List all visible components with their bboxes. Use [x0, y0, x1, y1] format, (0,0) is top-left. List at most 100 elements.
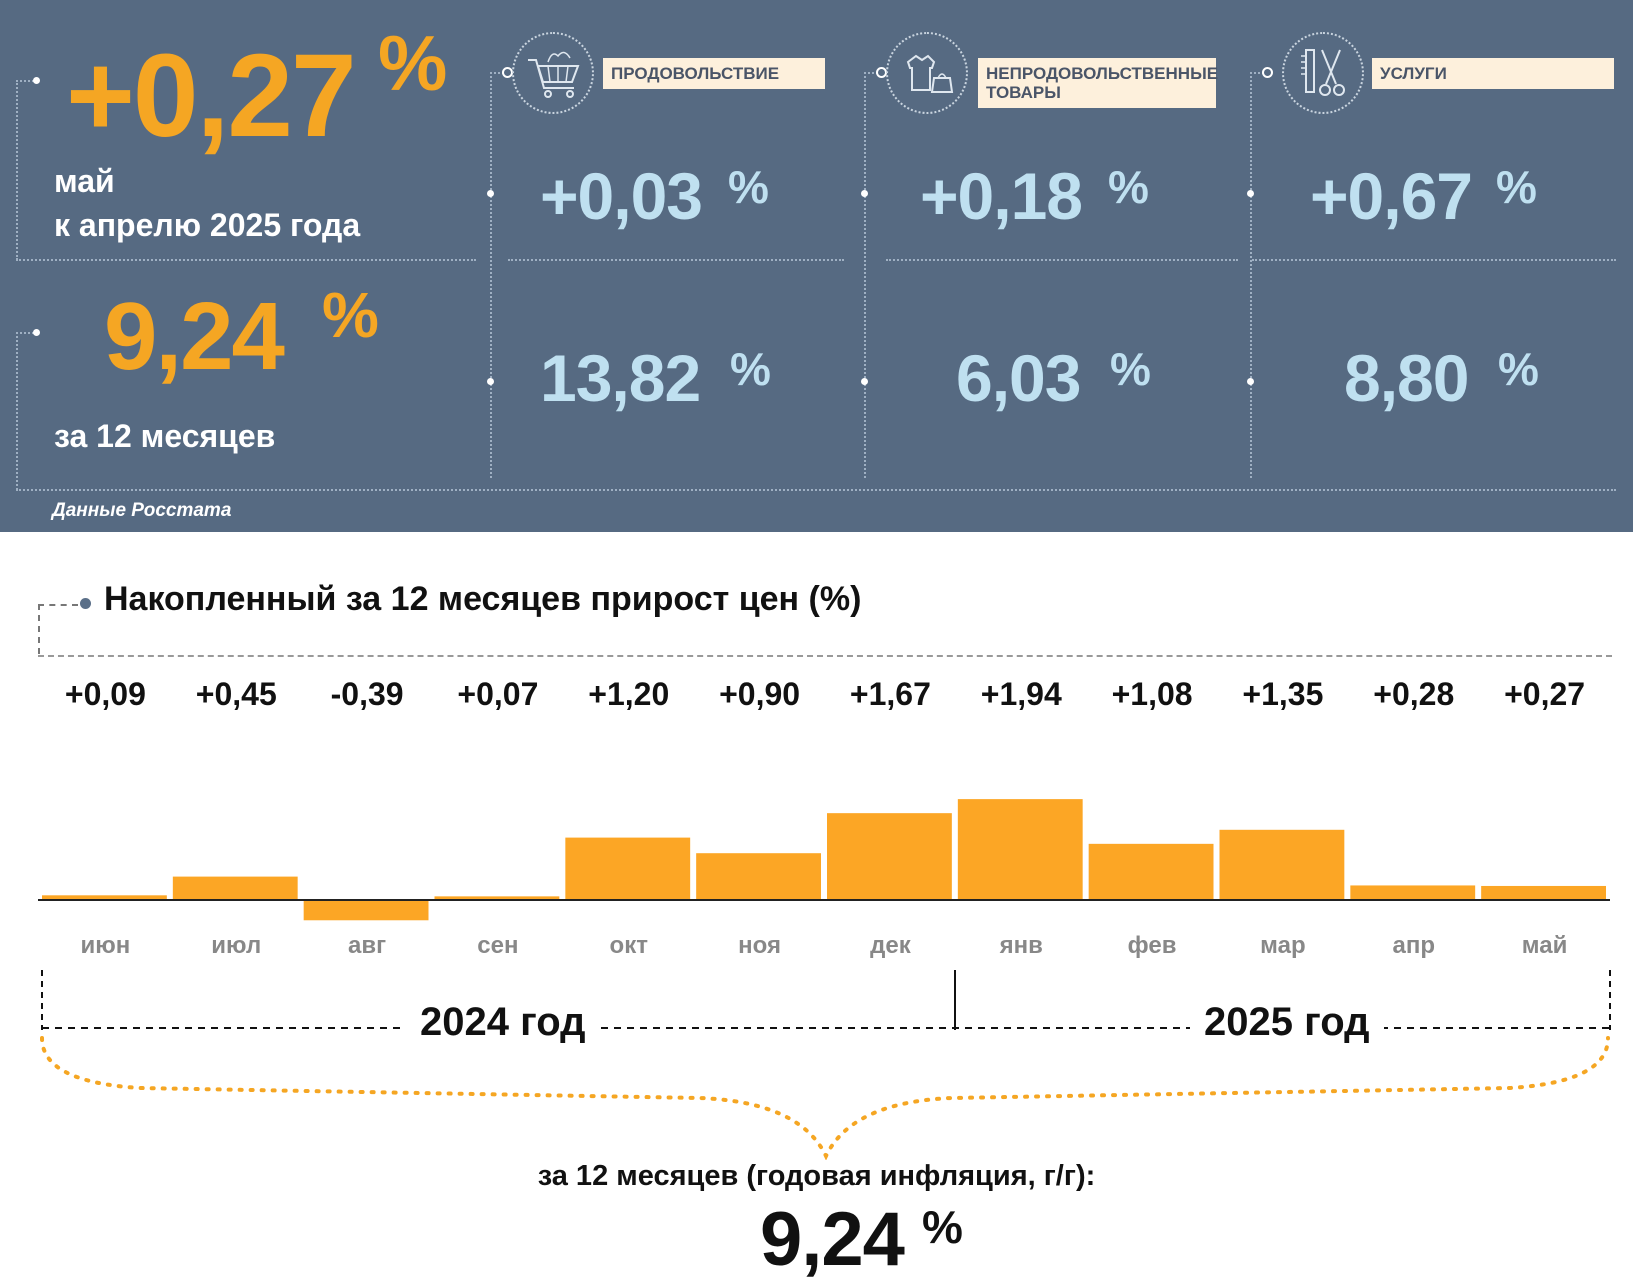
divider — [508, 259, 844, 261]
bar-value-label: +1,67 — [849, 676, 931, 712]
services-monthly-pct: % — [1496, 161, 1537, 213]
chart-title-rule — [38, 655, 1612, 657]
bullet-dot — [861, 378, 868, 385]
monthly-inflation-value: +0,27 — [66, 30, 357, 162]
bar-value-label: +1,35 — [1242, 676, 1324, 712]
nonfood-monthly-value: +0,18 — [920, 159, 1083, 233]
month-tick-label: янв — [999, 932, 1043, 959]
category-label-food: ПРОДОВОЛЬСТВИЕ — [603, 58, 825, 89]
bar-value-label: +0,45 — [195, 676, 277, 712]
divider — [16, 80, 34, 82]
bar-май — [1481, 885, 1606, 900]
bullet-dot — [1247, 190, 1254, 197]
divider — [16, 332, 18, 490]
divider — [16, 259, 476, 261]
category-label-services: УСЛУГИ — [1372, 58, 1614, 89]
food-monthly-value: +0,03 — [540, 159, 703, 233]
annual-caption: за 12 месяцев — [54, 418, 276, 454]
month-tick-label: июл — [211, 932, 262, 959]
bar-июл — [172, 876, 298, 900]
annual-summary-value: 9,24 — [760, 1197, 905, 1282]
divider — [16, 332, 34, 334]
month-tick-label: окт — [609, 932, 648, 959]
bullet-dot — [33, 329, 40, 336]
monthly-bars-chart — [38, 799, 1610, 921]
food-monthly-pct: % — [728, 161, 769, 213]
year-label-2025: 2025 год — [1190, 1000, 1384, 1045]
bullet-dot — [861, 190, 868, 197]
comb-scissors-icon — [1301, 49, 1345, 96]
chart-title-connector — [38, 604, 78, 606]
annual-inflation-value: 9,24 — [104, 283, 285, 390]
bullet-dot — [1247, 378, 1254, 385]
chart-title-connector — [38, 604, 40, 654]
services-annual-value: 8,80 — [1344, 341, 1469, 415]
divider — [16, 80, 18, 260]
bar-value-label: +0,07 — [457, 676, 539, 712]
month-tick-label: июн — [80, 932, 131, 959]
bar-дек — [827, 813, 952, 900]
month-tick-label: авг — [348, 932, 387, 959]
chart-title-bullet — [80, 598, 91, 609]
divider — [886, 259, 1238, 261]
bar-value-label: +0,28 — [1373, 676, 1455, 712]
bar-июн — [42, 895, 167, 900]
bar-value-label: -0,39 — [330, 676, 404, 712]
services-annual-pct: % — [1498, 343, 1539, 395]
bar-value-label: +1,08 — [1111, 676, 1193, 712]
divider — [16, 489, 1616, 491]
clothes-bag-icon — [906, 54, 954, 93]
data-source: Данные Росстата — [52, 500, 232, 521]
food-annual-value: 13,82 — [540, 341, 701, 415]
nonfood-icon-circle — [886, 32, 968, 114]
monthly-caption-period: к апрелю 2025 года — [54, 207, 361, 243]
bar-value-label: +0,09 — [64, 676, 146, 712]
month-tick-label: сен — [477, 932, 519, 959]
monthly-inflation-pct: % — [378, 19, 448, 107]
month-tick-label: фев — [1127, 932, 1177, 959]
bar-мар — [1219, 829, 1345, 900]
bullet-dot — [33, 77, 40, 84]
summary-panel: +0,27 % май к апрелю 2025 года 9,24 % за… — [0, 0, 1633, 532]
divider — [1252, 259, 1616, 261]
nonfood-monthly-pct: % — [1108, 161, 1149, 213]
divider — [864, 72, 878, 74]
month-tick-label: май — [1521, 932, 1568, 959]
services-icon-circle — [1282, 32, 1364, 114]
bar-янв — [957, 799, 1083, 900]
year-brackets — [40, 970, 1611, 1160]
bullet-dot — [487, 190, 494, 197]
bar-value-label: +0,90 — [719, 676, 801, 712]
annual-summary-caption: за 12 месяцев (годовая инфляция, г/г): — [537, 1160, 1096, 1192]
services-monthly-value: +0,67 — [1310, 159, 1473, 233]
bar-value-label: +1,20 — [588, 676, 670, 712]
divider — [490, 72, 492, 478]
divider — [1250, 72, 1264, 74]
annual-summary-pct: % — [922, 1201, 963, 1253]
year-label-2024: 2024 год — [406, 1000, 600, 1045]
food-icon-circle — [512, 32, 594, 114]
bar-ноя — [696, 853, 821, 900]
month-tick-label: апр — [1392, 932, 1435, 959]
food-annual-pct: % — [730, 343, 771, 395]
nonfood-annual-value: 6,03 — [956, 341, 1081, 415]
month-tick-label: ноя — [738, 932, 781, 959]
category-label-nonfood: НЕПРОДОВОЛЬСТВЕННЫЕ ТОВАРЫ — [978, 58, 1218, 108]
bar-value-label: +0,27 — [1504, 676, 1586, 712]
bar-окт — [565, 837, 691, 900]
bar-авг — [303, 900, 429, 921]
divider — [490, 72, 504, 74]
shopping-cart-icon — [528, 51, 580, 98]
monthly-caption-month: май — [54, 163, 115, 199]
bar-апр — [1350, 885, 1476, 900]
bar-фев — [1088, 843, 1214, 900]
nonfood-annual-pct: % — [1110, 343, 1151, 395]
bar-value-label: +1,94 — [980, 676, 1062, 712]
annual-inflation-pct: % — [322, 279, 379, 351]
bullet-ring — [1262, 67, 1273, 78]
bullet-dot — [487, 378, 494, 385]
chart-title: Накопленный за 12 месяцев прирост цен (%… — [104, 580, 862, 618]
month-tick-label: дек — [870, 932, 911, 959]
divider — [1250, 72, 1252, 478]
month-tick-label: мар — [1260, 932, 1306, 959]
